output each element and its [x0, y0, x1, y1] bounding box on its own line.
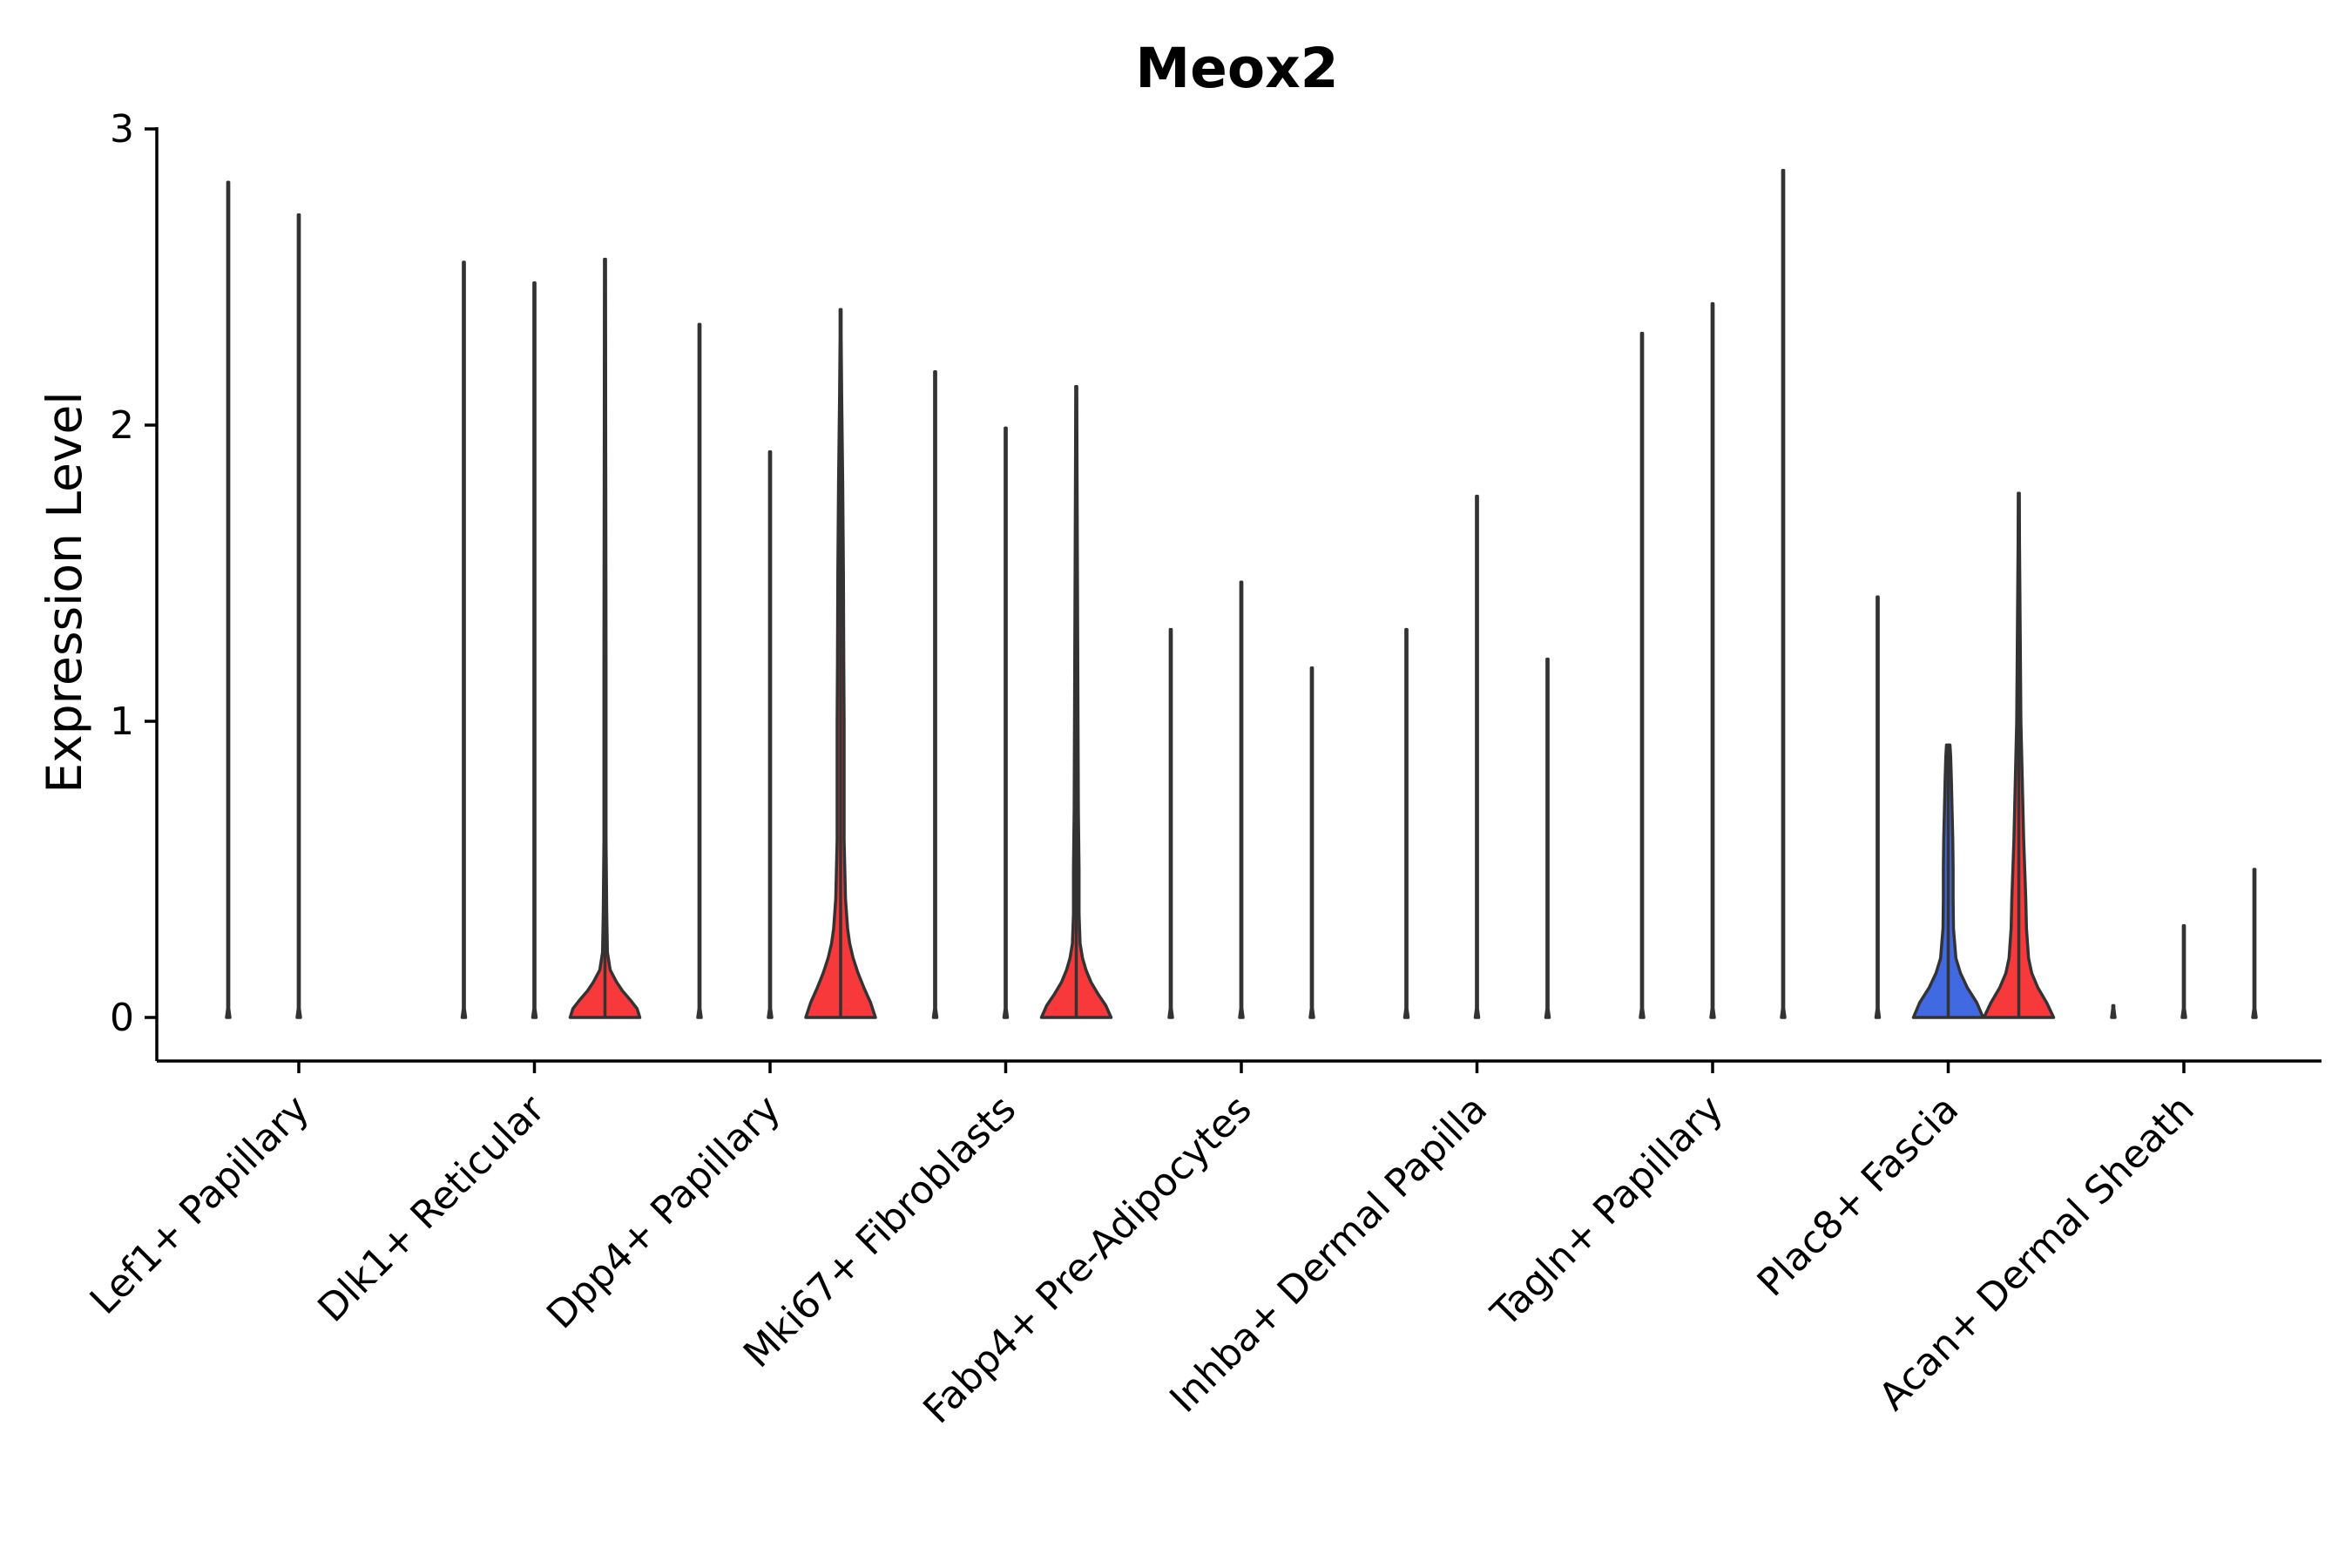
y-tick-label: 3	[110, 107, 134, 152]
axes: 0 1 2 3	[110, 107, 2322, 1063]
y-tick-label: 2	[110, 403, 134, 448]
x-tick-label: Tagln+ Papillary	[1483, 1087, 1732, 1336]
y-axis-label: Expression Level	[37, 391, 92, 793]
chart-title: Meox2	[1135, 37, 1338, 100]
x-tick-label: Plac8+ Fascia	[1749, 1087, 1968, 1306]
x-tick-label: Dlk1+ Reticular	[309, 1086, 554, 1331]
x-tick-label: Lef1+ Papillary	[82, 1087, 318, 1323]
violins	[225, 168, 2258, 1019]
x-tick-label: Dpp4+ Papillary	[538, 1087, 789, 1338]
x-tick-label: Mki67+ Fibroblasts	[735, 1087, 1024, 1376]
violin-acan-dermal-sheath-1	[2110, 1004, 2117, 1019]
y-tick-label: 0	[110, 996, 134, 1040]
y-tick-label: 1	[110, 700, 134, 744]
